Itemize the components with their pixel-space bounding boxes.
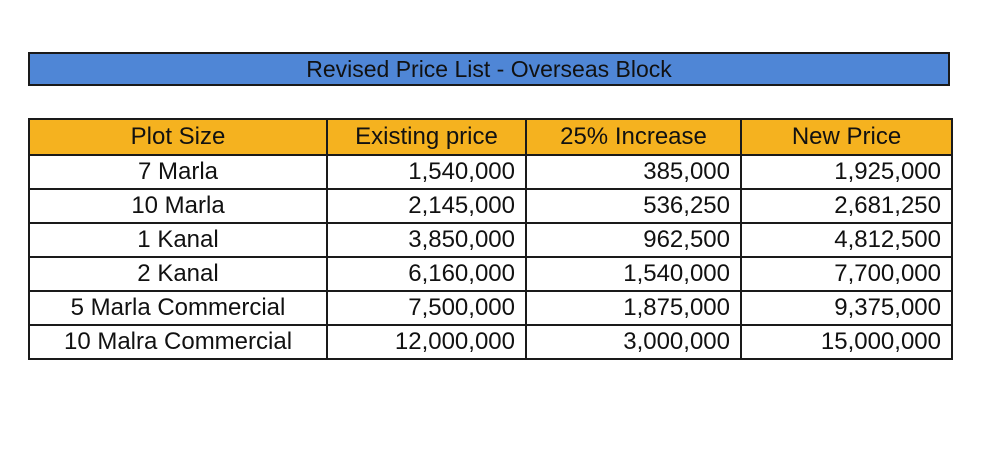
header-plot-size: Plot Size (28, 118, 328, 156)
cell-new-price: 7,700,000 (740, 256, 953, 292)
cell-increase: 1,875,000 (525, 290, 742, 326)
cell-existing-price: 1,540,000 (326, 154, 527, 190)
header-existing-price: Existing price (326, 118, 527, 156)
cell-new-price: 9,375,000 (740, 290, 953, 326)
header-increase: 25% Increase (525, 118, 742, 156)
cell-plot-size: 5 Marla Commercial (28, 290, 328, 326)
cell-plot-size: 2 Kanal (28, 256, 328, 292)
table-row: 5 Marla Commercial 7,500,000 1,875,000 9… (28, 290, 953, 326)
cell-increase: 1,540,000 (525, 256, 742, 292)
cell-existing-price: 6,160,000 (326, 256, 527, 292)
table-row: 1 Kanal 3,850,000 962,500 4,812,500 (28, 222, 953, 258)
cell-increase: 962,500 (525, 222, 742, 258)
table-row: 10 Marla 2,145,000 536,250 2,681,250 (28, 188, 953, 224)
table-row: 7 Marla 1,540,000 385,000 1,925,000 (28, 154, 953, 190)
cell-new-price: 15,000,000 (740, 324, 953, 360)
page-title: Revised Price List - Overseas Block (28, 52, 950, 86)
cell-new-price: 2,681,250 (740, 188, 953, 224)
cell-new-price: 4,812,500 (740, 222, 953, 258)
table-header-row: Plot Size Existing price 25% Increase Ne… (28, 118, 953, 156)
cell-increase: 385,000 (525, 154, 742, 190)
cell-plot-size: 10 Malra Commercial (28, 324, 328, 360)
table-row: 10 Malra Commercial 12,000,000 3,000,000… (28, 324, 953, 360)
price-table: Plot Size Existing price 25% Increase Ne… (28, 118, 953, 360)
cell-plot-size: 7 Marla (28, 154, 328, 190)
cell-new-price: 1,925,000 (740, 154, 953, 190)
cell-plot-size: 10 Marla (28, 188, 328, 224)
header-new-price: New Price (740, 118, 953, 156)
cell-increase: 536,250 (525, 188, 742, 224)
cell-existing-price: 7,500,000 (326, 290, 527, 326)
cell-existing-price: 12,000,000 (326, 324, 527, 360)
table-row: 2 Kanal 6,160,000 1,540,000 7,700,000 (28, 256, 953, 292)
cell-existing-price: 2,145,000 (326, 188, 527, 224)
cell-plot-size: 1 Kanal (28, 222, 328, 258)
cell-increase: 3,000,000 (525, 324, 742, 360)
cell-existing-price: 3,850,000 (326, 222, 527, 258)
